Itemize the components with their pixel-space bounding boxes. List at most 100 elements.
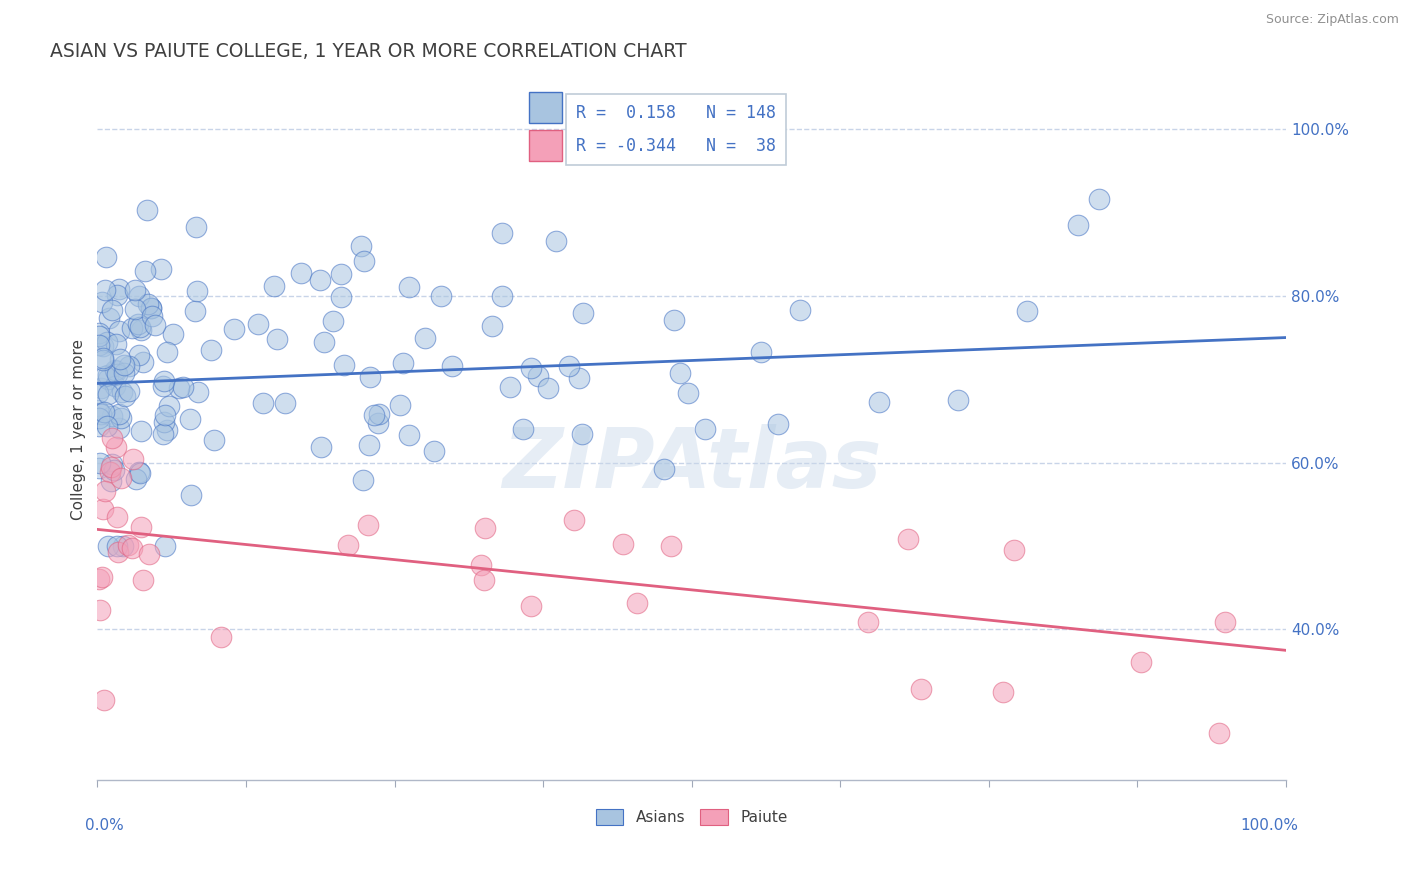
Point — [157, 399, 180, 413]
Point — [124, 283, 146, 297]
Point — [134, 264, 156, 278]
Point — [87, 461, 110, 475]
Point — [423, 444, 446, 458]
Point — [568, 371, 591, 385]
Point — [89, 572, 111, 586]
Point — [184, 220, 207, 235]
Text: 0.0%: 0.0% — [86, 818, 124, 833]
Point — [152, 378, 174, 392]
Point — [398, 428, 420, 442]
Point — [155, 539, 177, 553]
Point — [363, 409, 385, 423]
Point — [105, 509, 128, 524]
Point — [136, 297, 159, 311]
Point — [108, 421, 131, 435]
Point — [693, 422, 716, 436]
Point — [129, 425, 152, 439]
Point — [1130, 656, 1153, 670]
FancyBboxPatch shape — [529, 92, 562, 123]
Point — [1213, 615, 1236, 630]
Point — [118, 359, 141, 373]
Point — [1002, 542, 1025, 557]
Point — [93, 368, 115, 383]
Point — [169, 381, 191, 395]
Point — [128, 289, 150, 303]
Point — [97, 310, 120, 325]
Point — [129, 323, 152, 337]
Point — [96, 334, 118, 349]
Point — [98, 465, 121, 479]
Point — [101, 457, 124, 471]
Point — [86, 403, 108, 417]
Point — [91, 338, 114, 352]
Point — [336, 538, 359, 552]
Point — [1208, 725, 1230, 739]
Point — [897, 532, 920, 546]
Point — [572, 306, 595, 320]
Point — [128, 465, 150, 479]
Point — [388, 398, 411, 412]
Point — [187, 384, 209, 399]
Text: 100.0%: 100.0% — [1240, 818, 1298, 833]
Point — [948, 393, 970, 408]
Point — [519, 599, 541, 613]
Point — [1067, 218, 1090, 232]
Point — [91, 352, 114, 367]
Point — [150, 261, 173, 276]
Point — [128, 348, 150, 362]
Point — [105, 440, 128, 454]
Point — [350, 238, 373, 252]
Point — [155, 408, 177, 422]
Point — [89, 418, 111, 433]
Point — [356, 517, 378, 532]
Legend: Asians, Paiute: Asians, Paiute — [589, 804, 793, 831]
Point — [359, 370, 381, 384]
Point — [359, 438, 381, 452]
Point — [470, 558, 492, 573]
Point — [105, 539, 128, 553]
Point — [491, 227, 513, 241]
Point — [91, 294, 114, 309]
Point — [333, 358, 356, 372]
Point — [179, 412, 201, 426]
Point — [129, 520, 152, 534]
Point — [991, 685, 1014, 699]
Point — [172, 380, 194, 394]
Point — [105, 336, 128, 351]
Point — [153, 415, 176, 429]
Point — [143, 318, 166, 333]
Point — [247, 317, 270, 331]
Point — [96, 372, 118, 386]
Point — [512, 422, 534, 436]
Point — [101, 303, 124, 318]
Point — [90, 381, 112, 395]
Point — [330, 267, 353, 281]
Point — [91, 502, 114, 516]
Point — [184, 303, 207, 318]
Point — [367, 407, 389, 421]
Point — [537, 381, 560, 395]
Point — [626, 595, 648, 609]
Point — [499, 380, 522, 394]
Point — [662, 313, 685, 327]
Point — [546, 235, 568, 249]
Point — [186, 285, 208, 299]
Point — [209, 630, 232, 644]
FancyBboxPatch shape — [529, 130, 562, 161]
Point — [252, 395, 274, 409]
Point — [111, 384, 134, 399]
Point — [104, 379, 127, 393]
Point — [118, 384, 141, 399]
Point — [117, 538, 139, 552]
Point — [135, 202, 157, 217]
Point — [398, 280, 420, 294]
Point — [101, 409, 124, 423]
Point — [89, 337, 111, 351]
Point — [352, 473, 374, 487]
Point — [93, 351, 115, 365]
Point — [91, 570, 114, 584]
Point — [152, 374, 174, 388]
Point — [202, 433, 225, 447]
Point — [612, 537, 634, 551]
Point — [108, 282, 131, 296]
